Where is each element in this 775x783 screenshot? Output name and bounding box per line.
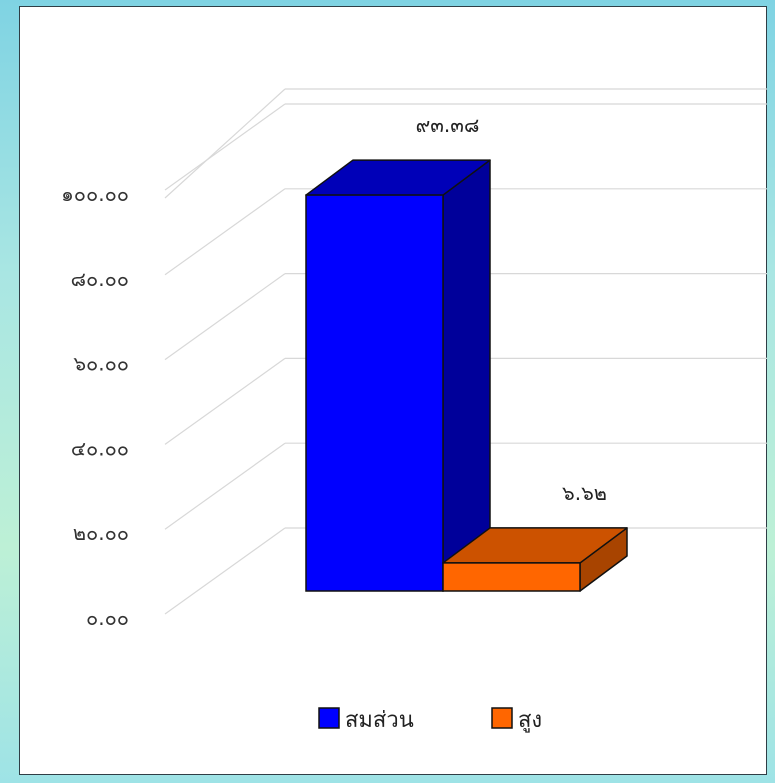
value-label: ๖.๖๒ — [562, 481, 607, 505]
y-tick-label: ๑๐๐.๐๐ — [61, 182, 129, 206]
legend: สมส่วน สูง — [318, 707, 542, 733]
gridline-diagonal — [164, 88, 286, 199]
value-labels: ๙๓.๓๘๖.๖๒ — [416, 113, 607, 505]
y-axis: ๐.๐๐ ๒๐.๐๐ ๔๐.๐๐ ๖๐.๐๐ ๘๐.๐๐ ๑๐๐.๐๐ — [61, 182, 129, 630]
legend-label: สมส่วน — [345, 708, 414, 733]
gridline-diagonal — [164, 188, 286, 276]
bar-side — [442, 159, 491, 592]
bar-front — [442, 562, 581, 592]
gridline-diagonal — [164, 273, 286, 361]
gridline-diagonal — [164, 442, 286, 530]
gridline-diagonal — [164, 527, 286, 615]
bar-front — [305, 194, 444, 592]
legend-item: สูง — [491, 707, 542, 733]
legend-label: สูง — [518, 708, 542, 733]
y-tick-label: ๖๐.๐๐ — [73, 352, 129, 376]
legend-item: สมส่วน — [318, 707, 414, 733]
legend-swatch — [491, 707, 513, 729]
y-tick-label: ๔๐.๐๐ — [71, 436, 129, 460]
bars — [305, 159, 628, 592]
gridline-diagonal — [164, 103, 286, 191]
y-tick-label: ๘๐.๐๐ — [71, 267, 129, 291]
legend-swatch — [318, 707, 340, 729]
bar-1 — [305, 159, 491, 592]
bar-2 — [442, 527, 628, 592]
gridline-diagonal — [164, 357, 286, 445]
y-tick-label: ๐.๐๐ — [86, 606, 129, 630]
value-label: ๙๓.๓๘ — [416, 113, 480, 137]
y-tick-label: ๒๐.๐๐ — [73, 521, 129, 545]
